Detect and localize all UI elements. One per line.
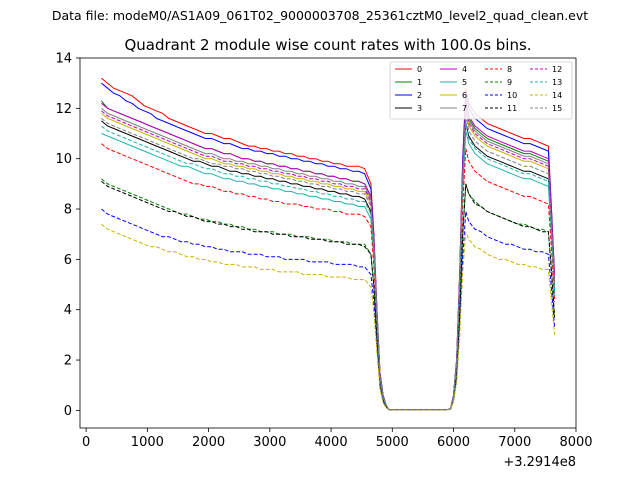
- series-line-10: [101, 208, 556, 411]
- series-line-3: [101, 120, 556, 411]
- legend-label-0: 0: [417, 65, 422, 74]
- series-line-7: [101, 105, 556, 411]
- legend-frame: [389, 61, 573, 120]
- y-tick-label: 12: [55, 102, 72, 117]
- series-line-6: [101, 110, 556, 411]
- legend-label-10: 10: [507, 91, 517, 100]
- legend-label-15: 15: [552, 104, 562, 113]
- x-tick-label: 7000: [498, 435, 531, 450]
- legend-label-4: 4: [462, 65, 467, 74]
- x-tick-label: 4000: [315, 435, 348, 450]
- y-axis: 0 2 4 6 8 10 12 14: [55, 52, 80, 419]
- legend-label-3: 3: [417, 104, 422, 113]
- x-tick-label: 5000: [376, 435, 409, 450]
- series-line-4: [101, 100, 556, 411]
- series-line-15: [101, 115, 556, 411]
- legend-label-12: 12: [552, 65, 562, 74]
- legend-label-6: 6: [462, 91, 467, 100]
- y-tick-label: 2: [64, 354, 72, 369]
- x-tick-label: 6000: [437, 435, 470, 450]
- x-offset-label: +3.2914e8: [503, 455, 576, 470]
- legend-label-14: 14: [552, 91, 562, 100]
- x-tick-label: 1000: [131, 435, 164, 450]
- series-line-14: [101, 223, 556, 411]
- legend-label-13: 13: [552, 78, 562, 87]
- y-tick-label: 4: [64, 303, 72, 318]
- series-line-9: [101, 178, 556, 411]
- series-line-11: [101, 180, 556, 411]
- y-tick-label: 8: [64, 203, 72, 218]
- series-layer: [101, 77, 556, 411]
- y-tick-label: 6: [64, 253, 72, 268]
- plot-area: [79, 57, 577, 429]
- chart-title: Quadrant 2 module wise count rates with …: [124, 36, 531, 54]
- series-line-2: [101, 82, 556, 411]
- legend-label-8: 8: [507, 65, 512, 74]
- series-line-8: [101, 143, 556, 411]
- legend-label-7: 7: [462, 104, 467, 113]
- y-tick-label: 10: [55, 152, 72, 167]
- legend-label-1: 1: [417, 78, 422, 87]
- x-axis: 0 1000 2000 3000 4000 5000 6000 7000 8000: [82, 428, 593, 450]
- legend-label-5: 5: [462, 78, 467, 87]
- legend-label-2: 2: [417, 91, 422, 100]
- series-line-5: [101, 130, 556, 411]
- x-tick-label: 8000: [559, 435, 592, 450]
- axes-frame: [79, 57, 577, 429]
- series-line-12: [101, 108, 556, 411]
- x-tick-label: 2000: [192, 435, 225, 450]
- y-tick-label: 14: [55, 52, 72, 67]
- x-tick-label: 0: [82, 435, 90, 450]
- series-line-13: [101, 123, 556, 411]
- legend-label-9: 9: [507, 78, 512, 87]
- y-tick-label: 0: [64, 404, 72, 419]
- legend-label-11: 11: [507, 104, 517, 113]
- figure-suptitle: Data file: modeM0/AS1A09_061T02_90000037…: [52, 8, 588, 23]
- x-tick-label: 3000: [253, 435, 286, 450]
